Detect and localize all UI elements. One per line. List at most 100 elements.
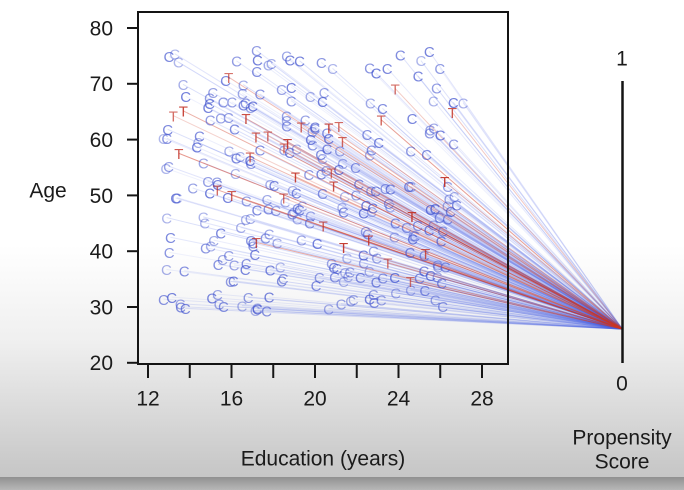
projection-line-control	[227, 196, 623, 330]
projection-line-control	[257, 59, 623, 330]
data-point-control: C	[382, 61, 393, 78]
projection-line-control	[423, 255, 623, 330]
data-point-control: C	[230, 166, 241, 183]
data-point-control: C	[395, 47, 406, 64]
projection-line-control	[430, 208, 623, 330]
projection-line-control	[320, 173, 623, 330]
data-point-control: C	[223, 248, 234, 265]
projection-line-control	[355, 194, 623, 330]
data-point-control: C	[305, 89, 316, 106]
data-point-control: C	[341, 251, 352, 268]
data-point-control: C	[360, 198, 371, 215]
data-point-control: C	[448, 95, 459, 112]
data-point-control: C	[430, 293, 441, 310]
data-point-control: C	[263, 57, 274, 74]
projection-line-control	[336, 267, 623, 330]
data-point-control: C	[284, 145, 295, 162]
data-point-control: C	[231, 150, 242, 167]
projection-line-control	[286, 125, 623, 330]
projection-line-control	[259, 93, 623, 330]
projection-line-control	[378, 142, 623, 330]
projection-line-control	[233, 264, 623, 330]
data-point-treated: T	[179, 104, 188, 121]
data-point-control: C	[264, 227, 275, 244]
data-point-control: C	[317, 94, 328, 111]
data-points-layer: CCCCCCCCCCCCCCCCCCCCCCCCCCCCCCCCCCCCCCCC…	[158, 43, 469, 321]
data-point-control: C	[229, 258, 240, 275]
projection-line-control	[375, 190, 623, 330]
projection-line-control	[239, 155, 623, 330]
projection-line-control	[365, 204, 623, 330]
projection-line-control	[218, 303, 623, 330]
data-point-control: C	[371, 66, 382, 83]
projection-line-control	[411, 117, 623, 330]
projection-line-control	[240, 227, 623, 330]
data-point-control: C	[187, 181, 198, 198]
data-point-control: C	[202, 174, 213, 191]
data-point-control: C	[344, 265, 355, 282]
data-point-control: C	[280, 195, 291, 212]
data-point-control: C	[425, 202, 436, 219]
data-point-control: C	[406, 179, 417, 196]
projection-line-treated	[287, 142, 623, 330]
projection-line-control	[369, 67, 623, 330]
data-point-control: C	[321, 126, 332, 143]
projection-line-control	[371, 211, 623, 330]
projection-line-control	[252, 245, 623, 330]
data-point-control: C	[424, 123, 435, 140]
projection-line-control	[246, 262, 623, 330]
projection-line-control	[242, 84, 623, 330]
projection-line-control	[273, 184, 623, 330]
projection-line-control	[382, 277, 623, 330]
projection-line-control	[269, 183, 623, 330]
data-point-control: C	[235, 149, 246, 166]
projection-line-control	[436, 276, 623, 330]
ps-axis-max-label: 1	[616, 47, 628, 70]
projection-line-control	[256, 49, 623, 330]
projection-line-control	[304, 119, 623, 330]
projection-line-control	[341, 303, 623, 330]
projection-line-control	[417, 224, 623, 330]
data-point-control: C	[252, 53, 263, 70]
projection-line-control	[233, 280, 623, 330]
projection-line-control	[250, 217, 623, 330]
data-point-control: C	[180, 301, 191, 318]
projection-line-control	[246, 200, 623, 330]
data-point-control: C	[247, 98, 258, 115]
data-point-control: C	[228, 273, 239, 290]
projection-line-control	[382, 107, 623, 330]
projection-line-control	[171, 296, 623, 330]
data-point-treated: T	[338, 134, 347, 151]
data-point-control: C	[261, 304, 272, 321]
data-point-control: C	[434, 210, 445, 227]
data-point-control: C	[428, 218, 439, 235]
projection-line-control	[211, 297, 623, 330]
data-point-control: C	[212, 177, 223, 194]
y-tick-label: 70	[90, 73, 113, 96]
data-point-control: C	[251, 43, 262, 60]
projection-line-control	[216, 181, 623, 330]
projection-line-control	[353, 298, 623, 330]
projection-line-control	[426, 153, 623, 330]
data-point-control: C	[287, 206, 298, 223]
data-point-control: C	[366, 204, 377, 221]
data-point-treated: T	[283, 136, 292, 153]
projection-line-control	[230, 280, 623, 330]
projection-line-control	[268, 208, 623, 330]
data-point-control: C	[180, 89, 191, 106]
data-point-control: C	[365, 184, 376, 201]
ps-axis-min-label: 0	[616, 372, 628, 395]
data-point-control: C	[198, 155, 209, 172]
data-point-control: C	[240, 212, 251, 229]
projection-line-treated	[368, 239, 623, 330]
data-point-control: C	[328, 260, 339, 277]
projection-line-control	[363, 262, 623, 330]
x-tick-label: 12	[136, 387, 159, 410]
projection-line-control	[322, 100, 623, 330]
projection-line-control	[182, 83, 623, 330]
data-point-control: C	[158, 292, 169, 309]
projection-line-treated	[300, 126, 623, 330]
data-point-control: C	[337, 156, 348, 173]
projection-line-control	[310, 138, 623, 330]
